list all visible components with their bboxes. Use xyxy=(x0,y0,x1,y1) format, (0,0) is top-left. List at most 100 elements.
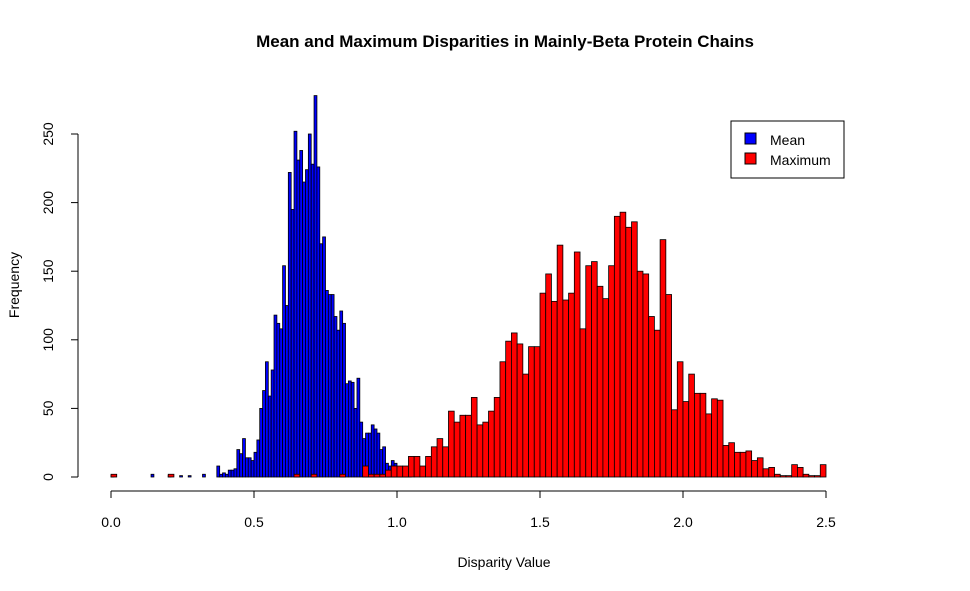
bar-maximum xyxy=(499,361,507,478)
bar-mean xyxy=(336,329,341,478)
bar-mean xyxy=(259,407,263,478)
bar-mean xyxy=(356,377,361,478)
bar-maximum xyxy=(545,273,552,478)
bar-maximum xyxy=(528,346,535,478)
bar-maximum xyxy=(625,226,632,478)
bar-mean xyxy=(262,390,266,478)
bar-maximum xyxy=(814,475,821,478)
bar-maximum xyxy=(539,292,547,478)
bar-maximum xyxy=(413,456,421,478)
bar-maximum xyxy=(453,421,461,478)
bar-mean xyxy=(179,475,183,478)
bar-mean xyxy=(310,163,315,478)
y-tick-label: 0 xyxy=(40,473,56,481)
bar-mean xyxy=(325,290,329,478)
bar-maximum xyxy=(797,466,804,478)
bar-mean xyxy=(313,95,318,478)
bar-maximum xyxy=(762,468,770,478)
bar-mean xyxy=(342,322,346,478)
bar-mean xyxy=(233,468,238,478)
x-tick-label: 1.5 xyxy=(530,514,550,530)
bar-maximum xyxy=(711,398,718,478)
bar-mean xyxy=(330,294,335,478)
bar-mean xyxy=(373,428,378,478)
bar-maximum xyxy=(442,446,449,478)
bar-maximum xyxy=(167,473,175,478)
bar-maximum xyxy=(659,239,667,478)
y-axis: 0 50 100 150 200 250 xyxy=(40,122,79,481)
x-tick-label: 2.0 xyxy=(673,514,693,530)
bar-mean xyxy=(247,457,252,478)
bar-maximum xyxy=(373,473,381,478)
bar-maximum xyxy=(293,473,301,478)
bar-maximum xyxy=(722,445,730,478)
bar-mean xyxy=(256,439,261,478)
bar-maximum xyxy=(408,456,415,478)
bar-mean xyxy=(230,469,235,478)
bar-mean xyxy=(287,172,292,478)
bar-maximum xyxy=(579,328,587,478)
bar-maximum xyxy=(522,373,529,478)
bar-maximum xyxy=(774,473,781,478)
y-tick-label: 50 xyxy=(40,400,56,416)
x-tick-label: 1.0 xyxy=(387,514,407,530)
bar-maximum xyxy=(636,270,644,478)
bar-mean xyxy=(347,380,352,478)
bar-maximum xyxy=(768,466,775,478)
bar-mean xyxy=(265,361,269,478)
bar-maximum xyxy=(613,215,621,478)
x-tick-label: 0.0 xyxy=(101,514,121,530)
bar-mean xyxy=(219,473,223,478)
bar-maximum xyxy=(596,285,604,478)
bar-mean xyxy=(382,446,386,478)
chart-title: Mean and Maximum Disparities in Mainly-B… xyxy=(256,32,754,51)
bar-mean xyxy=(379,449,384,478)
y-tick-label: 150 xyxy=(40,259,56,283)
legend-swatch-maximum xyxy=(744,152,757,165)
bar-maximum xyxy=(728,442,735,478)
bar-maximum xyxy=(694,392,701,478)
bar-maximum xyxy=(551,300,558,478)
bar-maximum xyxy=(734,451,741,478)
bar-mean xyxy=(273,314,278,478)
bar-mean xyxy=(339,310,344,478)
bar-maximum xyxy=(510,332,518,478)
bar-maximum xyxy=(671,409,678,478)
bar-mean xyxy=(367,432,372,478)
bar-maximum xyxy=(110,473,118,478)
bar-mean xyxy=(285,305,289,478)
bar-mean xyxy=(227,469,232,478)
bar-maximum xyxy=(310,473,318,478)
bar-maximum xyxy=(802,473,810,478)
bar-mean xyxy=(333,316,338,478)
y-axis-label: Frequency xyxy=(6,252,22,318)
bar-maximum xyxy=(385,469,392,478)
bar-maximum xyxy=(739,451,747,478)
bar-maximum xyxy=(390,465,398,478)
bar-maximum xyxy=(808,475,815,478)
bar-mean xyxy=(322,236,326,478)
bar-mean xyxy=(224,473,229,478)
bar-maximum xyxy=(339,473,346,478)
bar-maximum xyxy=(716,399,724,478)
legend-box xyxy=(730,120,845,179)
bar-maximum xyxy=(379,473,386,478)
bar-mean xyxy=(187,475,192,478)
bar-mean xyxy=(253,451,258,478)
bar-maximum xyxy=(756,457,764,478)
bar-maximum xyxy=(367,473,375,478)
y-tick-label: 250 xyxy=(40,122,56,146)
bar-mean xyxy=(242,438,246,478)
legend-label-mean: Mean xyxy=(770,132,805,148)
x-axis-label: Disparity Value xyxy=(457,554,550,570)
x-axis: 0.0 0.5 1.0 1.5 2.0 2.5 xyxy=(101,490,836,530)
bar-maximum xyxy=(505,340,512,478)
bar-mean xyxy=(296,159,301,478)
bar-maximum xyxy=(591,261,598,478)
bar-mean xyxy=(245,457,249,478)
bar-maximum xyxy=(785,475,793,478)
bar-maximum xyxy=(448,410,455,478)
bar-mean xyxy=(307,133,312,478)
bar-mean xyxy=(370,424,375,478)
bar-maximum xyxy=(470,397,478,478)
